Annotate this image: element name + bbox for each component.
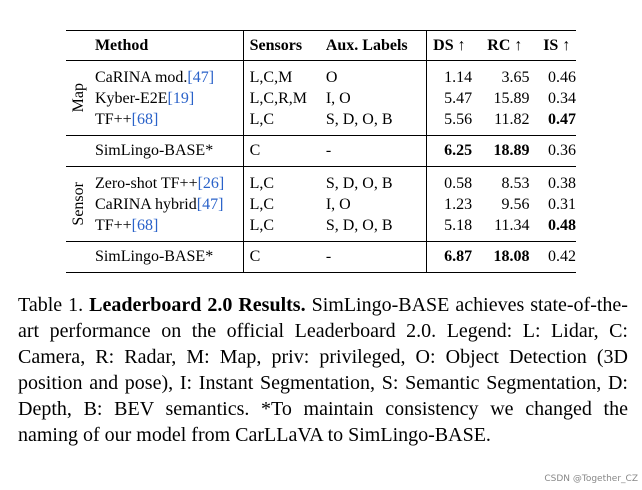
aux-cell: - xyxy=(325,248,332,265)
ds-cell: 1.14 xyxy=(425,60,481,88)
rc-cell-best: 18.89 xyxy=(493,142,530,159)
sensors-cell: L,C xyxy=(242,194,321,215)
results-table-container: Method Sensors Aux. Labels DS ↑ RC ↑ IS … xyxy=(66,30,576,273)
citation-link[interactable]: [19] xyxy=(167,89,195,107)
header-ds: DS ↑ xyxy=(425,30,481,61)
base-row-map: SimLingo-BASE* C - 6.25 18.89 0.36 xyxy=(66,135,576,167)
ds-cell: 5.47 xyxy=(425,88,481,109)
method-cell: Zero-shot TF++[26] xyxy=(94,174,225,192)
aux-cell: I, O xyxy=(325,195,351,213)
caption-body: SimLingo-BASE achieves state-of-the-art … xyxy=(18,294,628,446)
group-empty-cell xyxy=(66,136,92,167)
caption-prefix: Table 1. xyxy=(18,294,90,316)
header-aux-labels: Aux. Labels xyxy=(325,36,408,54)
group-empty-cell xyxy=(66,242,92,273)
method-cell: SimLingo-BASE* xyxy=(94,142,214,159)
is-cell: 0.34 xyxy=(548,89,576,107)
base-row-sensor: SimLingo-BASE* C - 6.87 18.08 0.42 xyxy=(66,241,576,273)
rc-cell: 8.53 xyxy=(501,174,530,192)
caption-title: Leaderboard 2.0 Results. xyxy=(89,294,306,316)
table-caption: Table 1. Leaderboard 2.0 Results. SimLin… xyxy=(18,292,628,448)
rc-cell: 11.82 xyxy=(494,110,530,128)
ds-cell-best: 6.25 xyxy=(425,135,481,167)
method-cell: CaRINA mod.[47] xyxy=(94,68,215,86)
citation-link[interactable]: [68] xyxy=(131,216,159,234)
header-is: IS ↑ xyxy=(543,36,571,54)
is-cell: 0.46 xyxy=(548,68,576,86)
sensors-cell: L,C xyxy=(242,215,321,242)
method-cell: Kyber-E2E[19] xyxy=(94,89,195,107)
sensors-cell: C xyxy=(242,135,321,167)
aux-cell: S, D, O, B xyxy=(325,110,393,128)
table-row: TF++[68] L,C S, D, O, B 5.56 11.82 0.47 xyxy=(66,109,576,136)
sensors-cell: L,C xyxy=(242,109,321,136)
table-row: TF++[68] L,C S, D, O, B 5.18 11.34 0.48 xyxy=(66,215,576,242)
header-method: Method xyxy=(94,36,149,54)
citation-link[interactable]: [47] xyxy=(187,68,215,86)
sensors-cell: L,C,R,M xyxy=(242,88,321,109)
rc-cell: 15.89 xyxy=(493,89,530,107)
table-row: CaRINA hybrid[47] L,C I, O 1.23 9.56 0.3… xyxy=(66,194,576,215)
method-cell: CaRINA hybrid[47] xyxy=(94,195,224,213)
is-cell: 0.42 xyxy=(548,248,576,265)
watermark: CSDN @Together_CZ xyxy=(544,474,638,484)
ds-cell: 5.18 xyxy=(425,215,481,242)
header-sensors: Sensors xyxy=(242,30,321,61)
rc-cell-best: 18.08 xyxy=(493,248,530,265)
aux-cell: - xyxy=(325,142,332,159)
sensors-cell: C xyxy=(242,241,321,273)
ds-cell: 0.58 xyxy=(425,166,481,194)
group-sensor-cell: Sensor xyxy=(66,167,92,242)
rc-cell: 3.65 xyxy=(501,68,530,86)
sensors-cell: L,C xyxy=(242,166,321,194)
rc-cell: 11.34 xyxy=(494,216,530,234)
method-cell: TF++[68] xyxy=(94,110,159,128)
method-cell: SimLingo-BASE* xyxy=(94,248,214,265)
ds-cell-best: 6.87 xyxy=(425,241,481,273)
table-row: Map CaRINA mod.[47] L,C,M O 1.14 3.65 0.… xyxy=(66,60,576,113)
header-rc: RC ↑ xyxy=(487,36,523,54)
group-label-sensor: Sensor xyxy=(69,182,87,226)
citation-link[interactable]: [68] xyxy=(131,110,159,128)
is-cell: 0.31 xyxy=(548,195,576,213)
ds-cell: 5.56 xyxy=(425,109,481,136)
group-label-map: Map xyxy=(69,83,87,113)
aux-cell: I, O xyxy=(325,89,351,107)
method-cell: TF++[68] xyxy=(94,216,159,234)
is-cell-best: 0.48 xyxy=(548,216,576,234)
sensors-cell: L,C,M xyxy=(242,60,321,88)
is-cell: 0.36 xyxy=(548,142,576,159)
citation-link[interactable]: [47] xyxy=(196,195,224,213)
table-row: Kyber-E2E[19] L,C,R,M I, O 5.47 15.89 0.… xyxy=(66,88,576,109)
header-group-empty xyxy=(66,31,92,61)
ds-cell: 1.23 xyxy=(425,194,481,215)
is-cell-best: 0.47 xyxy=(548,110,576,128)
leaderboard-results-table: Method Sensors Aux. Labels DS ↑ RC ↑ IS … xyxy=(66,30,576,273)
aux-cell: O xyxy=(325,68,338,86)
table-row: Sensor Zero-shot TF++[26] L,C S, D, O, B… xyxy=(66,166,576,226)
rc-cell: 9.56 xyxy=(501,195,530,213)
aux-cell: S, D, O, B xyxy=(325,174,393,192)
group-map-cell: Map xyxy=(66,61,92,136)
aux-cell: S, D, O, B xyxy=(325,216,393,234)
citation-link[interactable]: [26] xyxy=(197,174,225,192)
is-cell: 0.38 xyxy=(548,174,576,192)
header-row: Method Sensors Aux. Labels DS ↑ RC ↑ IS … xyxy=(66,30,576,61)
